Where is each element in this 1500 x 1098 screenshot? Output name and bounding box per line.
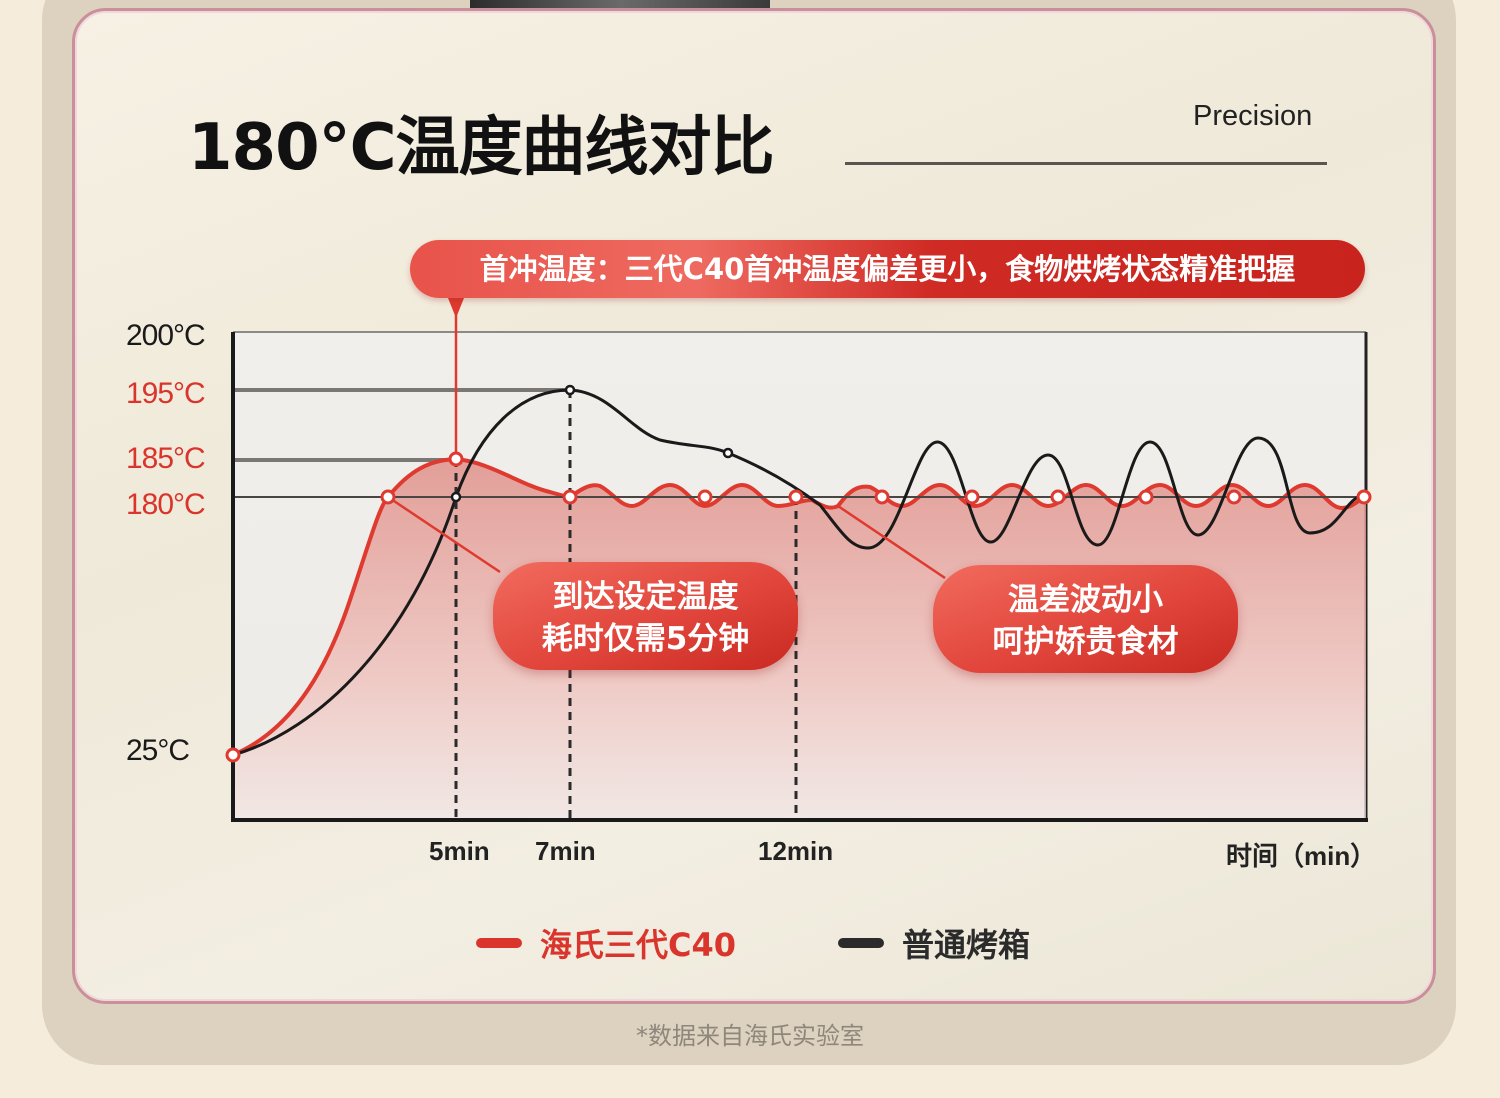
x-tick-7min: 7min	[535, 836, 596, 866]
legend-item-oven: 普通烤箱	[838, 920, 1030, 966]
y-tick-200: 200°C	[126, 319, 206, 352]
callout-reach-line2: 耗时仅需5分钟	[541, 621, 750, 657]
title-divider	[845, 162, 1327, 165]
legend-label-oven: 普通烤箱	[902, 926, 1031, 964]
c40-line	[232, 456, 1367, 757]
y-tick-195: 195°C	[126, 377, 206, 410]
legend-label-c40: 海氏三代C40	[540, 926, 737, 964]
page-title: 180°C温度曲线对比	[188, 111, 775, 185]
y-tick-25: 25°C	[126, 734, 190, 767]
y-tick-180: 180°C	[126, 488, 206, 521]
callout-first-heat: 首冲温度：三代C40首冲温度偏差更小，食物烘烤状态精准把握	[410, 240, 1365, 298]
c40-area	[233, 459, 1366, 820]
c40-markers	[225, 451, 1372, 763]
y-tick-185: 185°C	[126, 442, 206, 475]
legend-swatch-dark-icon	[838, 938, 884, 948]
conventional-oven-line	[232, 388, 1367, 757]
data-source-footnote: *数据来自海氏实验室	[636, 1022, 864, 1050]
legend-swatch-red-icon	[476, 938, 522, 948]
callout-reach-time: 到达设定温度 耗时仅需5分钟	[493, 562, 798, 670]
callout-fluct-line2: 呵护娇贵食材	[992, 624, 1179, 660]
callout-fluct-line1: 温差波动小	[1008, 582, 1163, 618]
subtitle-precision: Precision	[1193, 100, 1313, 132]
oven-markers	[450, 384, 734, 503]
callout-fluct-pointer	[837, 504, 946, 580]
legend-item-c40: 海氏三代C40	[476, 920, 736, 966]
callout-reach-pointer	[387, 495, 501, 574]
callout-reach-line1: 到达设定温度	[552, 579, 739, 615]
callout-fluctuation: 温差波动小 呵护娇贵食材	[933, 565, 1238, 673]
product-photo-fragment	[470, 0, 770, 8]
x-axis-title: 时间（min）	[1226, 841, 1377, 871]
x-tick-12min: 12min	[758, 836, 834, 866]
x-tick-5min: 5min	[429, 836, 490, 866]
